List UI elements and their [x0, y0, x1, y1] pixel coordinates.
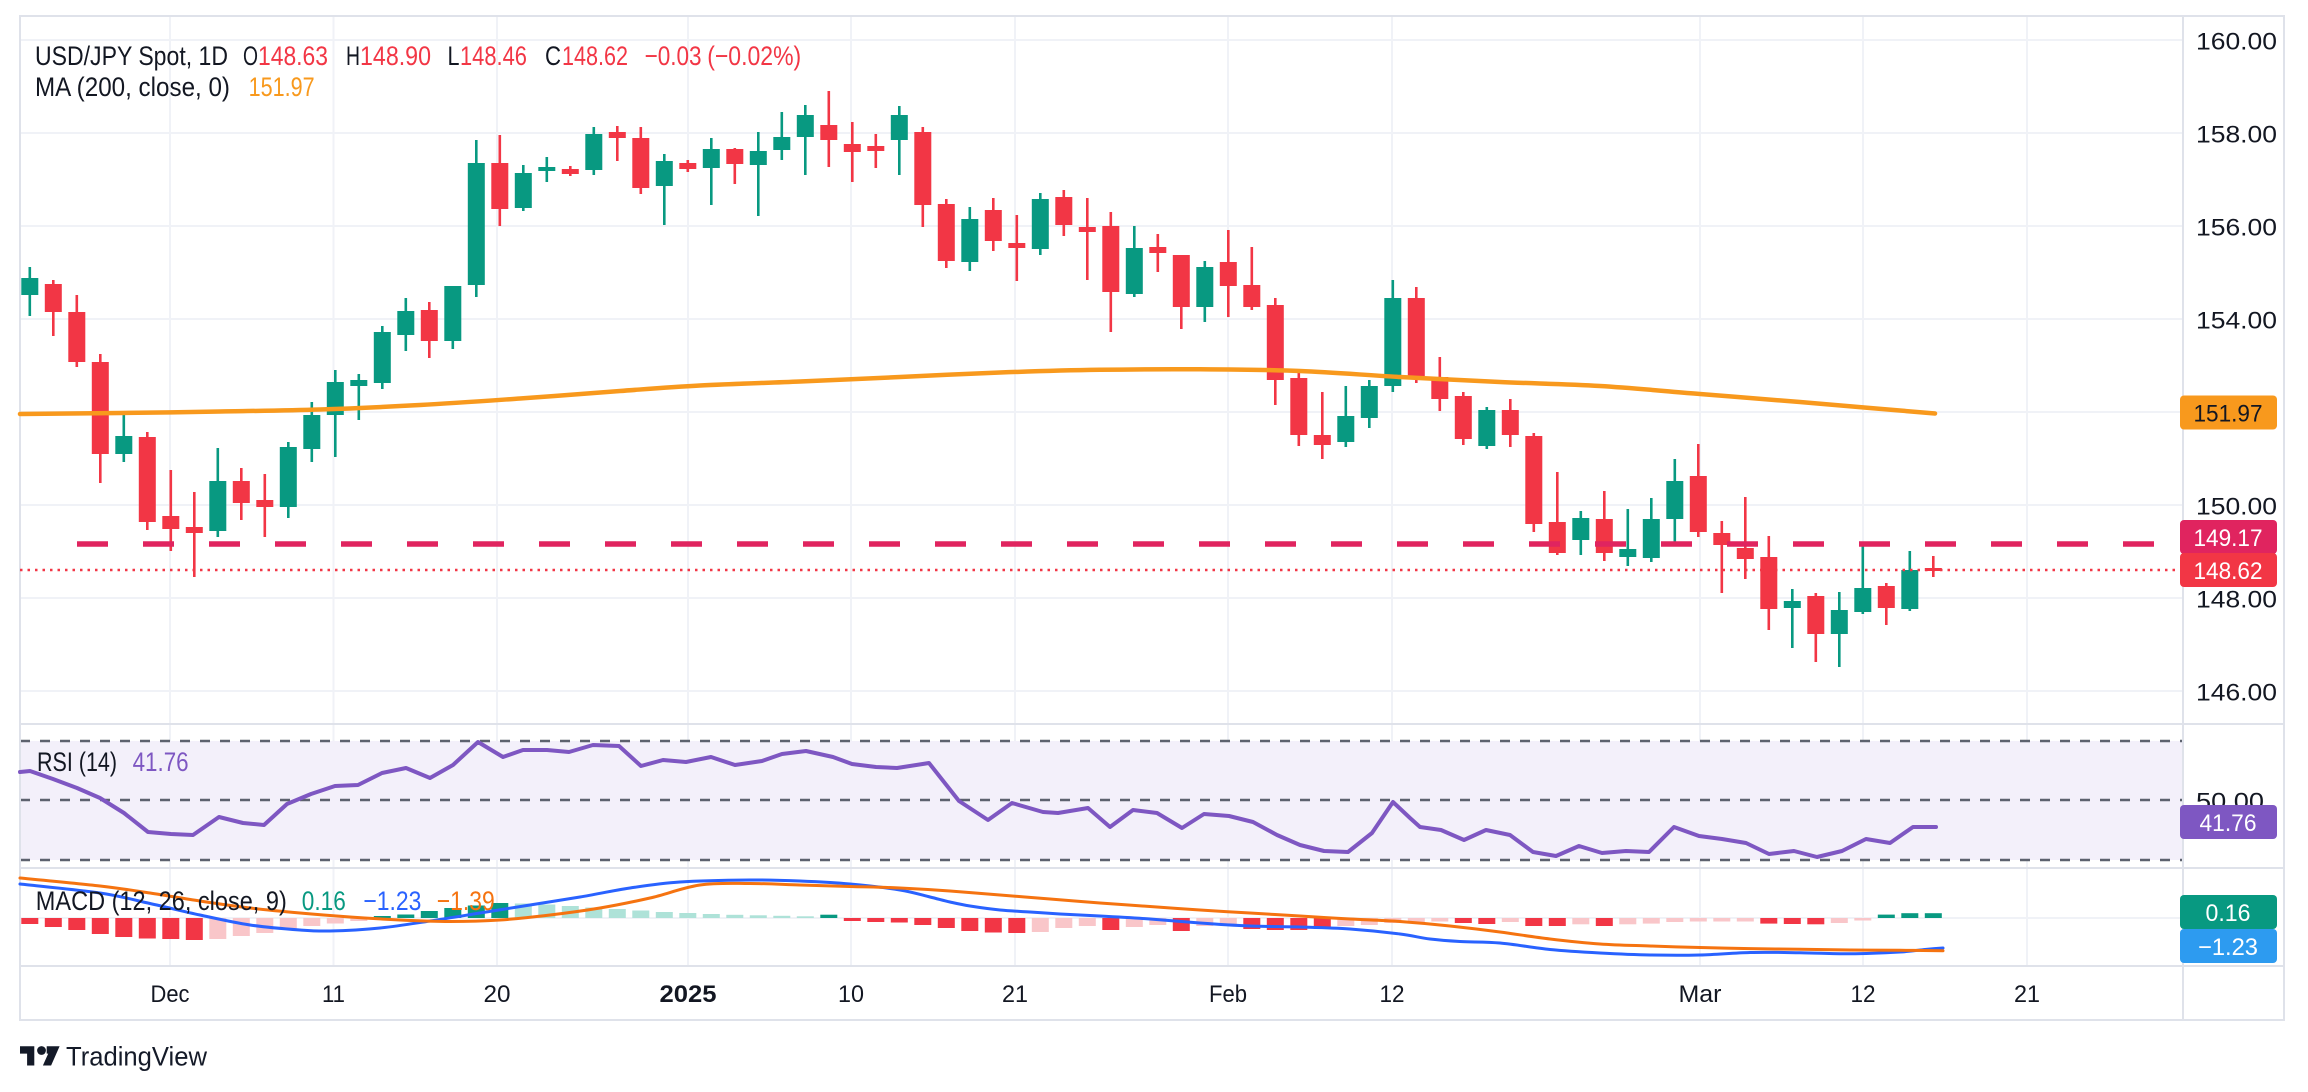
svg-text:149.17: 149.17 [2194, 525, 2263, 552]
svg-text:21: 21 [2014, 981, 2040, 1008]
svg-text:12: 12 [1851, 981, 1876, 1008]
svg-text:11: 11 [322, 981, 345, 1008]
svg-text:148.00: 148.00 [2196, 587, 2277, 614]
svg-text:41.76: 41.76 [133, 747, 189, 777]
svg-text:146.00: 146.00 [2196, 680, 2277, 707]
svg-text:MA (200, close, 0): MA (200, close, 0) [35, 72, 230, 102]
svg-text:TradingView: TradingView [66, 1042, 207, 1072]
svg-text:O: O [243, 41, 258, 71]
svg-text:USD/JPY Spot, 1D: USD/JPY Spot, 1D [35, 41, 228, 71]
svg-text:0.16: 0.16 [302, 886, 346, 916]
svg-text:(−0.02%): (−0.02%) [707, 41, 801, 71]
svg-text:H: H [346, 41, 360, 71]
svg-text:151.97: 151.97 [2194, 401, 2263, 428]
svg-text:148.63: 148.63 [258, 41, 328, 71]
svg-text:C: C [545, 41, 561, 71]
svg-text:148.46: 148.46 [460, 41, 527, 71]
svg-text:RSI (14): RSI (14) [37, 747, 117, 777]
svg-text:0.16: 0.16 [2206, 900, 2251, 927]
svg-text:12: 12 [1380, 981, 1405, 1008]
svg-text:150.00: 150.00 [2196, 494, 2277, 521]
svg-text:−1.23: −1.23 [2198, 934, 2258, 961]
svg-text:148.62: 148.62 [562, 41, 628, 71]
svg-text:−0.03: −0.03 [645, 41, 702, 71]
svg-text:−1.23: −1.23 [363, 886, 421, 916]
svg-text:Mar: Mar [1679, 981, 1722, 1008]
svg-text:151.97: 151.97 [249, 72, 315, 102]
svg-text:148.62: 148.62 [2194, 558, 2263, 585]
svg-text:−1.39: −1.39 [437, 886, 495, 916]
svg-text:156.00: 156.00 [2196, 215, 2277, 242]
svg-text:148.90: 148.90 [360, 41, 431, 71]
svg-text:154.00: 154.00 [2196, 308, 2277, 335]
svg-text:2025: 2025 [660, 981, 717, 1008]
svg-text:158.00: 158.00 [2196, 122, 2277, 149]
svg-text:Dec: Dec [151, 981, 190, 1008]
svg-text:20: 20 [484, 981, 511, 1008]
svg-text:160.00: 160.00 [2196, 29, 2277, 56]
svg-text:10: 10 [838, 981, 864, 1008]
svg-text:Feb: Feb [1209, 981, 1247, 1008]
svg-text:MACD (12, 26, close, 9): MACD (12, 26, close, 9) [36, 886, 287, 916]
svg-text:41.76: 41.76 [2200, 810, 2257, 837]
svg-text:21: 21 [1002, 981, 1028, 1008]
svg-text:L: L [448, 41, 460, 71]
